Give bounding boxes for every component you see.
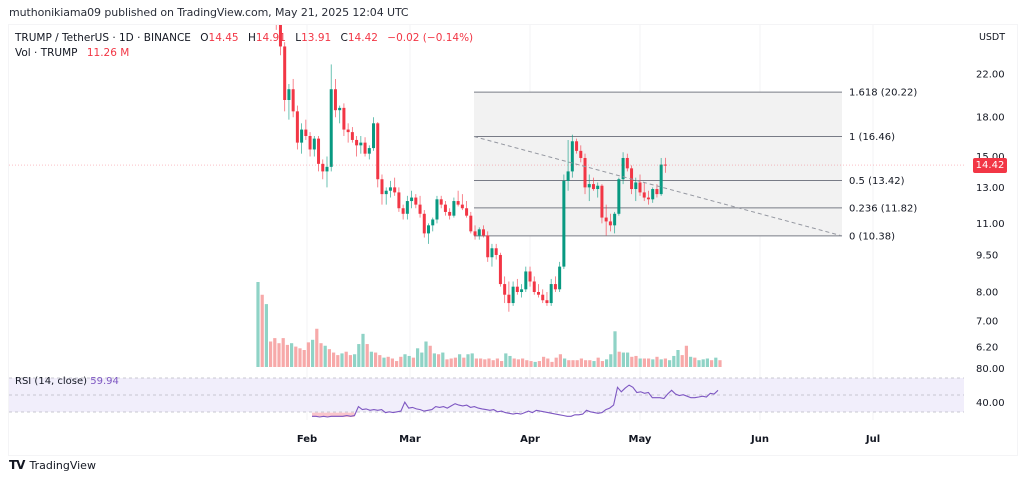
time-axis[interactable]: Feb Mar Apr May Jun Jul: [297, 434, 880, 445]
time-tick: Apr: [520, 434, 540, 445]
currency-label[interactable]: USDT: [970, 28, 1014, 48]
time-tick: May: [629, 434, 652, 445]
fib-level-label: 0.236 (11.82): [849, 203, 917, 214]
time-tick: Jul: [865, 434, 880, 445]
fib-level-label: 1.618 (20.22): [849, 88, 917, 99]
price-tick: 7.00: [976, 316, 998, 327]
price-tick: 13.00: [976, 183, 1005, 194]
volume-value: 11.26 M: [86, 47, 130, 59]
price-tick: 18.00: [976, 113, 1005, 124]
price-axis[interactable]: 22.00 18.00 15.00 13.00 11.00 9.50 8.00 7.00 6.2…: [976, 70, 1005, 354]
fib-level-label: 1 (16.46): [849, 132, 895, 143]
fib-retracement[interactable]: 1.618 (20.22) 1 (16.46) 0.5 (13.42) 0.236 (…: [474, 88, 917, 243]
open-label: O: [200, 32, 209, 44]
high-label: H: [247, 32, 256, 44]
publisher-line: muthonikiama09 published on TradingView.…: [9, 6, 409, 19]
open-value: 14.45: [208, 32, 239, 44]
tradingview-brand-name: TradingView: [29, 458, 96, 472]
high-value: 14.91: [255, 32, 286, 44]
close-value: 14.42: [347, 32, 378, 44]
fib-level-label: 0.5 (13.42): [849, 176, 905, 187]
tradingview-logo-icon: TV: [9, 458, 26, 472]
price-tick: 15.00: [976, 152, 1005, 163]
rsi-label[interactable]: RSI (14, close): [15, 376, 88, 387]
price-tick: 6.20: [976, 342, 998, 353]
time-tick: Feb: [297, 434, 317, 445]
ohlc-row: TRUMP / TetherUS · 1D · BINANCE O14.45 H…: [15, 31, 473, 46]
rsi-pane[interactable]: 80.00 40.00: [9, 364, 1005, 418]
price-tick: 22.00: [976, 70, 1005, 81]
volume-label[interactable]: Vol · TRUMP: [15, 47, 78, 59]
trendline[interactable]: [473, 136, 843, 237]
volume-row: Vol · TRUMP 11.26 M: [15, 46, 473, 61]
change-value: −0.02 (−0.14%): [387, 32, 474, 44]
tradingview-logo[interactable]: TV TradingView: [9, 458, 96, 472]
low-value: 13.91: [301, 32, 332, 44]
candlestick-series[interactable]: [271, 0, 667, 312]
symbol-legend: TRUMP / TetherUS · 1D · BINANCE O14.45 H…: [15, 31, 473, 61]
rsi-tick: 40.00: [976, 398, 1005, 409]
close-label: C: [340, 32, 348, 44]
rsi-line: [312, 384, 719, 418]
low-label: L: [295, 32, 302, 44]
rsi-legend: RSI (14, close) 59.94: [15, 376, 119, 387]
rsi-value: 59.94: [90, 376, 119, 387]
symbol-title[interactable]: TRUMP / TetherUS · 1D · BINANCE: [15, 32, 191, 44]
last-price-tag: 14.42: [973, 158, 1007, 173]
volume-series: [256, 282, 722, 367]
fib-level-label: 0 (10.38): [849, 231, 895, 242]
price-tick: 11.00: [976, 219, 1005, 230]
rsi-tick: 80.00: [976, 364, 1005, 375]
price-tick: 9.50: [976, 250, 998, 261]
time-tick: Mar: [399, 434, 421, 445]
time-tick: Jun: [750, 434, 769, 445]
price-tick: 8.00: [976, 288, 998, 299]
